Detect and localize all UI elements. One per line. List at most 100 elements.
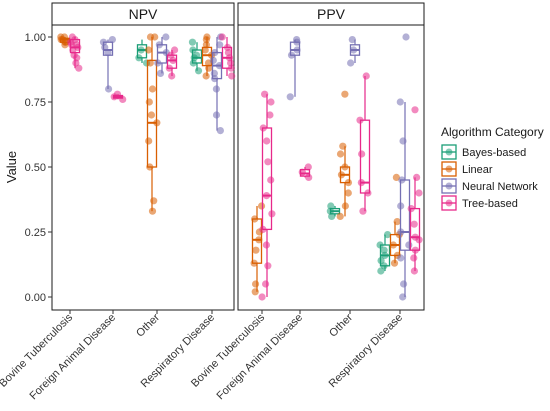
data-point <box>146 33 155 41</box>
data-point <box>411 106 419 114</box>
data-point <box>211 49 219 57</box>
data-point <box>287 51 296 59</box>
data-point <box>252 246 260 254</box>
data-point <box>108 36 116 44</box>
data-point <box>145 137 153 145</box>
data-point <box>189 46 197 54</box>
x-axis-npv: Bovine Tuberculosis Foreign Animal Disea… <box>0 310 217 402</box>
data-point <box>162 33 170 41</box>
data-point <box>411 233 419 241</box>
data-point <box>398 176 406 184</box>
data-point <box>216 127 224 135</box>
marks-ppv <box>250 33 423 301</box>
data-point <box>344 179 353 187</box>
data-point <box>362 72 370 80</box>
data-point <box>211 75 219 83</box>
data-point <box>257 202 266 210</box>
facet-label-npv: NPV <box>129 6 158 22</box>
data-point <box>167 51 175 59</box>
data-point <box>202 36 210 44</box>
data-point <box>399 293 407 301</box>
data-point <box>146 163 154 171</box>
legend-key-dot <box>445 165 453 173</box>
y-axis-title: Value <box>4 151 19 183</box>
data-point <box>258 293 266 301</box>
data-point <box>344 189 352 197</box>
data-point <box>336 150 345 158</box>
y-tick-label: 0.25 <box>25 227 46 239</box>
data-point <box>390 259 399 267</box>
data-point <box>261 280 270 288</box>
legend-item-tree-based: Tree-based <box>441 195 518 211</box>
data-point <box>194 67 203 75</box>
data-point <box>148 207 157 215</box>
data-point <box>223 43 232 52</box>
data-point <box>359 207 367 215</box>
data-point <box>399 280 408 288</box>
legend-title: Algorithm Category <box>441 125 544 139</box>
legend-label-neural-network: Neural Network <box>462 181 538 193</box>
data-point <box>216 41 224 49</box>
data-point <box>304 163 312 171</box>
data-point <box>156 69 165 77</box>
legend-label-linear: Linear <box>462 164 493 176</box>
data-point <box>215 62 224 70</box>
data-point <box>113 90 122 98</box>
y-tick-label: 0.75 <box>25 97 46 109</box>
data-point <box>264 262 272 270</box>
data-point <box>286 93 294 101</box>
data-point <box>266 111 274 119</box>
data-point <box>327 202 335 210</box>
data-point <box>73 54 81 62</box>
data-point <box>411 246 419 254</box>
data-point <box>146 59 154 67</box>
data-point <box>348 36 356 44</box>
data-point <box>250 259 258 267</box>
data-point <box>380 246 388 254</box>
data-point <box>397 202 405 210</box>
data-point <box>410 220 418 228</box>
data-point <box>144 46 153 54</box>
legend-key-dot <box>445 199 453 207</box>
data-point <box>155 41 163 49</box>
data-point <box>293 36 301 44</box>
data-point <box>170 46 179 54</box>
data-point <box>377 267 385 275</box>
facet-label-ppv: PPV <box>317 6 346 22</box>
data-point <box>393 218 401 226</box>
data-point <box>402 33 410 41</box>
data-point <box>145 98 153 106</box>
data-point <box>396 98 404 106</box>
data-point <box>262 192 271 200</box>
data-point <box>137 46 145 54</box>
data-point <box>228 72 236 80</box>
data-point <box>202 72 210 80</box>
data-point <box>264 158 272 166</box>
data-point <box>392 173 400 181</box>
x-tick-label: Foreign Animal Disease <box>27 312 118 403</box>
data-point <box>192 51 201 59</box>
legend-item-bayes: Bayes-based <box>441 144 526 160</box>
data-point <box>57 33 65 41</box>
data-point <box>357 179 365 187</box>
legend-item-neural-network: Neural Network <box>441 178 538 194</box>
data-point <box>67 41 76 49</box>
data-point <box>399 137 407 145</box>
legend-key-dot <box>445 148 453 156</box>
x-tick-label: Other <box>134 311 162 339</box>
data-point <box>339 142 347 150</box>
data-point <box>251 288 259 296</box>
data-point <box>364 189 372 197</box>
data-point <box>147 111 156 119</box>
data-point <box>397 254 405 262</box>
data-point <box>209 56 217 64</box>
data-point <box>413 173 421 181</box>
data-point <box>251 280 260 288</box>
legend-key-dot <box>445 182 453 190</box>
x-tick-label: Bovine Tuberculosis <box>0 311 75 389</box>
data-point <box>150 197 158 205</box>
data-point <box>405 241 413 249</box>
data-point <box>326 207 334 215</box>
data-point <box>383 231 392 239</box>
